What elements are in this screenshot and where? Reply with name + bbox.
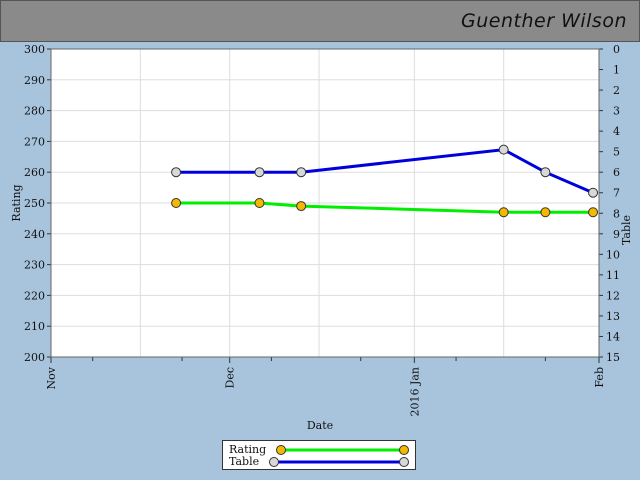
y-tick-label: 230	[24, 259, 45, 272]
y-tick-label: 200	[24, 351, 45, 364]
x-axis-title: Date	[307, 419, 333, 432]
y-tick-label: 300	[24, 43, 45, 56]
x-tick-label: Dec	[224, 367, 237, 389]
y2-tick-label: 1	[613, 64, 620, 77]
x-tick-label: Feb	[593, 367, 606, 388]
y-tick-label: 260	[24, 166, 45, 179]
series-point-table	[588, 187, 599, 198]
x-tick-label: 2016 Jan	[408, 367, 421, 417]
legend-marker-table-end	[399, 457, 409, 467]
series-point-rating	[171, 198, 182, 208]
y-tick-label: 220	[24, 289, 45, 302]
legend-item-table: Table	[229, 455, 259, 468]
y2-tick-label: 5	[613, 146, 620, 159]
y2-tick-label: 15	[606, 351, 620, 364]
series-point-table	[254, 167, 265, 178]
series-point-table	[498, 144, 509, 155]
y2-tick-label: 7	[613, 187, 620, 200]
y2-tick-label: 13	[606, 310, 620, 323]
legend-marker-table-start	[269, 457, 279, 467]
plot-border	[50, 48, 600, 358]
y2-tick-label: 10	[606, 248, 620, 261]
y2-tick-label: 2	[613, 84, 620, 97]
legend-label-rating: Rating	[229, 443, 267, 456]
y2-tick-label: 11	[606, 269, 620, 282]
series-point-table	[540, 167, 551, 178]
legend-marker-rating-start	[276, 445, 286, 455]
y2-tick-label: 6	[613, 166, 620, 179]
series-point-rating	[540, 207, 551, 218]
y-tick-label: 250	[24, 197, 45, 210]
x-tick-label: Nov	[45, 366, 58, 389]
series-point-rating	[254, 198, 265, 208]
y-tick-label: 280	[24, 105, 45, 118]
y-tick-label: 240	[24, 228, 45, 241]
series-point-rating	[498, 207, 509, 218]
series-line-rating	[176, 201, 594, 214]
legend: Rating Table	[222, 440, 416, 470]
y2-axis-title: Table	[620, 215, 633, 245]
y-tick-label: 270	[24, 135, 45, 148]
player-name: Guenther Wilson	[461, 10, 627, 32]
header-bar: Guenther Wilson	[0, 0, 640, 42]
series-point-table	[296, 167, 307, 178]
legend-item-rating: Rating	[229, 443, 266, 456]
series-point-rating	[588, 207, 599, 218]
series-line-table	[176, 148, 594, 195]
y2-tick-label: 4	[613, 125, 620, 138]
series-point-table	[171, 167, 182, 178]
y2-tick-label: 14	[606, 330, 620, 343]
y-tick-label: 210	[24, 320, 45, 333]
series	[171, 144, 599, 218]
y2-tick-label: 12	[606, 289, 620, 302]
y-tick-label: 290	[24, 74, 45, 87]
y2-tick-label: 9	[613, 228, 620, 241]
legend-swatches	[269, 445, 409, 467]
y2-tick-label: 3	[613, 105, 620, 118]
y-axis-title: Rating	[10, 184, 23, 221]
legend-marker-rating-end	[399, 445, 409, 455]
y2-tick-label: 8	[613, 207, 620, 220]
series-point-rating	[296, 201, 307, 212]
legend-label-table: Table	[229, 455, 260, 468]
y2-tick-label: 0	[613, 43, 620, 56]
